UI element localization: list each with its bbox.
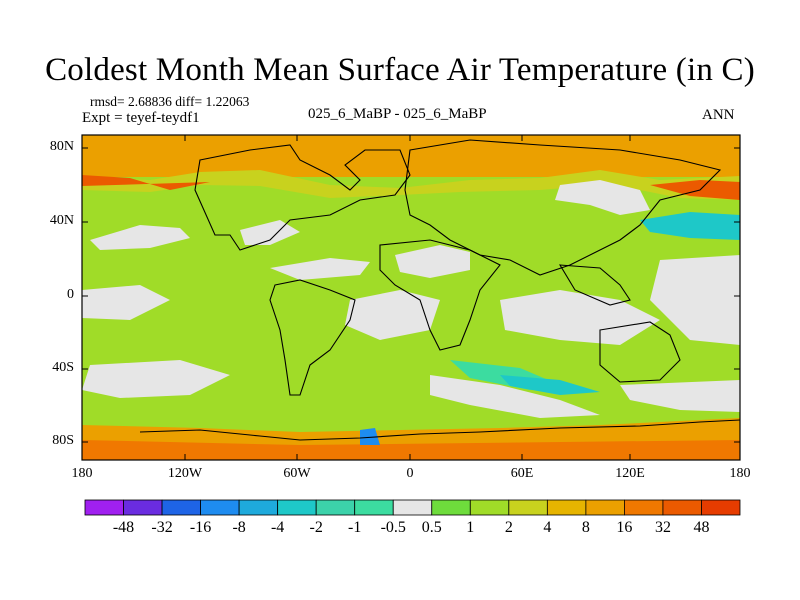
longitude-label: 60W bbox=[283, 466, 311, 481]
coast-antarctica bbox=[139, 419, 740, 441]
field-grey-south-east bbox=[620, 380, 740, 412]
longitude-label: 0 bbox=[406, 466, 414, 481]
colorbar-box bbox=[546, 499, 587, 516]
latitude-label: 40N bbox=[49, 213, 74, 228]
colorbar-label: 48 bbox=[693, 519, 710, 536]
colorbar-label: -8 bbox=[232, 519, 246, 536]
field-grey-pacific-east bbox=[650, 255, 740, 345]
comparison-label: 025_6_MaBP - 025_6_MaBP bbox=[308, 106, 487, 122]
colorbar-box bbox=[238, 499, 279, 516]
colorbar-label: -48 bbox=[112, 519, 135, 536]
field-arctic-edge bbox=[82, 170, 740, 200]
coastlines bbox=[139, 139, 740, 441]
colorbar bbox=[84, 499, 741, 516]
field-grey-south-mid bbox=[430, 375, 600, 418]
map-ticks bbox=[81, 135, 741, 460]
colorbar-box bbox=[123, 499, 163, 516]
field-grey-indian bbox=[500, 290, 660, 345]
coast-south-america bbox=[269, 279, 356, 396]
colorbar-box bbox=[354, 499, 394, 516]
colorbar-label: 16 bbox=[616, 519, 633, 536]
colorbar-box bbox=[161, 499, 201, 516]
field-grey-atlantic-north bbox=[270, 258, 370, 280]
field-antarctic-red bbox=[82, 440, 740, 460]
stats-line: rmsd= 2.68836 diff= 1.22063 bbox=[90, 94, 250, 109]
coast-southeast-asia bbox=[558, 264, 631, 306]
longitude-label: 60E bbox=[510, 466, 534, 481]
colorbar-label: -16 bbox=[189, 519, 212, 536]
latitude-label: 0 bbox=[67, 287, 74, 302]
longitude-label: 120W bbox=[167, 466, 203, 481]
field-cyan-pacific bbox=[640, 212, 740, 240]
colorbar-label: 2 bbox=[504, 519, 513, 536]
coast-australia bbox=[599, 321, 681, 383]
field-grey-tropics-west bbox=[82, 285, 170, 320]
experiment-line: Expt = teyef-teydf1 bbox=[82, 110, 200, 126]
colorbar-box bbox=[469, 499, 510, 516]
colorbar-label: -1 bbox=[348, 519, 362, 536]
field-grey-tropics-mid bbox=[345, 290, 440, 340]
map-field bbox=[82, 135, 740, 460]
coast-eurasia bbox=[404, 139, 722, 276]
longitude-label: 180 bbox=[71, 466, 93, 481]
field-grey-south-pacific bbox=[82, 360, 230, 398]
latitude-label: 80S bbox=[52, 433, 74, 448]
field-grey-asia bbox=[555, 180, 650, 215]
colorbar-box bbox=[200, 499, 240, 516]
coast-north-america bbox=[194, 144, 411, 251]
colorbar-label: -2 bbox=[309, 519, 323, 536]
map-frame bbox=[81, 134, 741, 461]
colorbar-label: 4 bbox=[543, 519, 552, 536]
colorbar-box bbox=[315, 499, 356, 516]
colorbar-label: 0.5 bbox=[421, 519, 442, 536]
latitude-label: 40S bbox=[52, 360, 74, 375]
colorbar-box bbox=[701, 499, 741, 516]
colorbar-label: 8 bbox=[581, 519, 590, 536]
colorbar-box bbox=[431, 499, 471, 516]
longitude-label: 120E bbox=[615, 466, 645, 481]
colorbar-box bbox=[392, 499, 433, 516]
season-label: ANN bbox=[702, 107, 735, 123]
colorbar-box bbox=[624, 499, 664, 516]
field-grey-namerica bbox=[240, 220, 300, 245]
colorbar-box bbox=[277, 499, 317, 516]
colorbar-box bbox=[585, 499, 625, 516]
field-arctic-orange-east bbox=[650, 180, 740, 200]
colorbar-box bbox=[662, 499, 702, 516]
colorbar-label: -0.5 bbox=[380, 519, 406, 536]
field-arctic-band bbox=[82, 135, 740, 177]
colorbar-label: 1 bbox=[466, 519, 475, 536]
field-grey-pacific-north bbox=[90, 225, 190, 250]
plot-title: Coldest Month Mean Surface Air Temperatu… bbox=[45, 52, 755, 88]
latitude-label: 80N bbox=[49, 139, 74, 154]
field-antarctic-blue bbox=[360, 428, 380, 445]
field-cyan-south-east bbox=[500, 375, 600, 395]
field-arctic-orange-north bbox=[82, 175, 210, 190]
coast-africa bbox=[379, 239, 501, 351]
colorbar-label: 32 bbox=[654, 519, 671, 536]
field-grey-africa bbox=[395, 245, 470, 278]
longitude-label: 180 bbox=[729, 466, 751, 481]
colorbar-label: -4 bbox=[270, 519, 285, 536]
colorbar-box bbox=[84, 499, 124, 516]
colorbar-box bbox=[508, 499, 548, 516]
colorbar-label: -32 bbox=[151, 519, 173, 536]
